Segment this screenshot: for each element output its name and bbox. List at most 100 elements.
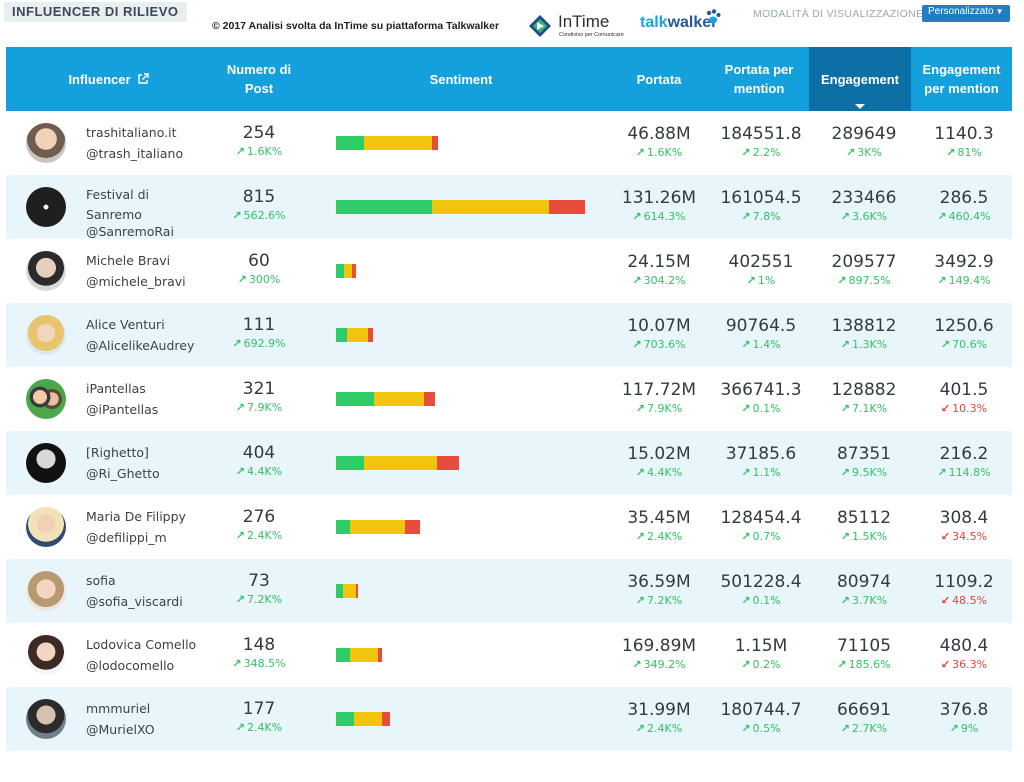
sentiment-negative-segment[interactable]	[378, 648, 382, 662]
trend-up-icon: ↗	[741, 466, 751, 479]
table-row[interactable]: Festival di Sanremo @SanremoRai 815 ↗ 562.6%…	[6, 175, 1012, 239]
table-row[interactable]: Maria De Filippy @defilippi_m 276 ↗ 2.4K% 35.…	[6, 495, 1012, 559]
sentiment-bar[interactable]	[336, 520, 420, 534]
influencer-handle[interactable]: @defilippi_m	[86, 530, 167, 545]
sentiment-neutral-segment[interactable]	[347, 328, 368, 342]
sentiment-neutral-segment[interactable]	[350, 648, 378, 662]
influencer-handle[interactable]: @sofia_viscardi	[86, 594, 183, 609]
avatar[interactable]	[26, 187, 66, 227]
table-row[interactable]: [Righetto] @Ri_Ghetto 404 ↗ 4.4K% 15.02M ↗ 4.4K…	[6, 431, 1012, 495]
sentiment-positive-segment[interactable]	[336, 392, 374, 406]
sentiment-negative-segment[interactable]	[368, 328, 373, 342]
sentiment-negative-segment[interactable]	[382, 712, 390, 726]
view-mode-select[interactable]: Personalizzato ▼	[922, 5, 1010, 22]
sentiment-positive-segment[interactable]	[336, 136, 364, 150]
influencer-handle[interactable]: @trash_italiano	[86, 146, 184, 161]
avatar[interactable]	[26, 699, 66, 739]
sentiment-bar[interactable]	[336, 392, 435, 406]
trend-up-icon: ↗	[632, 274, 642, 287]
influencer-name[interactable]: Maria De Filippy	[86, 509, 186, 524]
influencer-name[interactable]: Festival di Sanremo	[86, 187, 149, 222]
avatar[interactable]	[26, 507, 66, 547]
sentiment-negative-segment[interactable]	[432, 136, 438, 150]
sentiment-bar[interactable]	[336, 712, 390, 726]
sentiment-bar[interactable]	[336, 648, 382, 662]
column-header-sentiment-label: Sentiment	[429, 71, 493, 87]
avatar[interactable]	[26, 123, 66, 163]
metric-reach-change: ↗ 614.3%	[604, 210, 714, 223]
column-header-posts[interactable]: Numero di Post	[204, 47, 314, 111]
avatar[interactable]	[26, 571, 66, 611]
external-link-icon[interactable]	[137, 73, 149, 85]
sentiment-bar[interactable]	[336, 200, 585, 214]
avatar[interactable]	[26, 315, 66, 355]
influencer-handle[interactable]: @michele_bravi	[86, 274, 186, 289]
sentiment-neutral-segment[interactable]	[343, 584, 356, 598]
sentiment-negative-segment[interactable]	[549, 200, 585, 214]
sentiment-neutral-segment[interactable]	[354, 712, 382, 726]
sentiment-positive-segment[interactable]	[336, 584, 343, 598]
influencer-name[interactable]: iPantellas	[86, 381, 146, 396]
influencer-handle[interactable]: @iPantellas	[86, 402, 159, 417]
sentiment-neutral-segment[interactable]	[350, 520, 405, 534]
sentiment-negative-segment[interactable]	[437, 456, 459, 470]
sentiment-positive-segment[interactable]	[336, 712, 354, 726]
metric-eng-change: ↗ 3.6K%	[809, 210, 919, 223]
metric-epm-value: 216.2	[939, 444, 989, 464]
sentiment-positive-segment[interactable]	[336, 456, 364, 470]
table-row[interactable]: sofia @sofia_viscardi 73 ↗ 7.2K% 36.59M ↗ 7.2K%…	[6, 559, 1012, 623]
column-header-reach[interactable]: Portata	[604, 47, 714, 111]
sentiment-positive-segment[interactable]	[336, 648, 350, 662]
sentiment-bar[interactable]	[336, 136, 438, 150]
trend-up-icon: ↗	[741, 210, 751, 223]
column-header-engagement-per-mention[interactable]: Engagement per mention	[911, 47, 1012, 111]
column-header-reach-per-mention[interactable]: Portata per mention	[706, 47, 812, 111]
sentiment-bar[interactable]	[336, 328, 373, 342]
sentiment-neutral-segment[interactable]	[374, 392, 424, 406]
influencer-name[interactable]: Lodovica Comello	[86, 637, 197, 652]
influencer-handle[interactable]: @SanremoRai	[86, 224, 174, 239]
metric-reach-value: 36.59M	[627, 572, 691, 592]
table-row[interactable]: Michele Bravi @michele_bravi 60 ↗ 300% 24.15M…	[6, 239, 1012, 303]
influencer-handle[interactable]: @Ri_Ghetto	[86, 466, 160, 481]
influencer-name[interactable]: [Righetto]	[86, 445, 149, 460]
column-header-engagement[interactable]: Engagement	[809, 47, 911, 111]
influencer-name[interactable]: Michele Bravi	[86, 253, 171, 268]
avatar[interactable]	[26, 251, 66, 291]
influencer-handle[interactable]: @AlicelikeAudrey	[86, 338, 195, 353]
trend-up-icon: ↗	[632, 658, 642, 671]
sentiment-neutral-segment[interactable]	[344, 264, 352, 278]
sentiment-neutral-segment[interactable]	[432, 200, 549, 214]
column-header-influencer[interactable]: Influencer	[6, 47, 211, 111]
table-row[interactable]: Alice Venturi @AlicelikeAudrey 111 ↗ 692.9% 1…	[6, 303, 1012, 367]
sentiment-neutral-segment[interactable]	[364, 456, 437, 470]
column-header-sentiment[interactable]: Sentiment	[326, 47, 596, 111]
sentiment-negative-segment[interactable]	[352, 264, 356, 278]
influencer-name[interactable]: trashitaliano.it	[86, 125, 177, 140]
sentiment-neutral-segment[interactable]	[364, 136, 432, 150]
avatar[interactable]	[26, 635, 66, 675]
table-row[interactable]: mmmuriel @MurielXO 177 ↗ 2.4K% 31.99M ↗ 2.4K% 18…	[6, 687, 1012, 751]
sentiment-positive-segment[interactable]	[336, 520, 350, 534]
influencer-name[interactable]: mmmuriel	[86, 701, 151, 716]
sentiment-positive-segment[interactable]	[336, 264, 344, 278]
sentiment-negative-segment[interactable]	[356, 584, 358, 598]
influencer-handle[interactable]: @lodocomello	[86, 658, 175, 673]
avatar[interactable]	[26, 379, 66, 419]
influencer-handle[interactable]: @MurielXO	[86, 722, 155, 737]
avatar[interactable]	[26, 443, 66, 483]
table-row[interactable]: Lodovica Comello @lodocomello 148 ↗ 348.5% 16…	[6, 623, 1012, 687]
sentiment-positive-segment[interactable]	[336, 200, 432, 214]
sentiment-bar[interactable]	[336, 456, 459, 470]
metric-epm-value: 1250.6	[934, 316, 994, 336]
influencer-name[interactable]: sofia	[86, 573, 116, 588]
table-row[interactable]: trashitaliano.it @trash_italiano 254 ↗ 1.6K%…	[6, 111, 1012, 175]
sentiment-negative-segment[interactable]	[424, 392, 435, 406]
trend-up-icon: ↗	[635, 402, 646, 415]
sentiment-bar[interactable]	[336, 584, 358, 598]
sentiment-bar[interactable]	[336, 264, 356, 278]
table-row[interactable]: iPantellas @iPantellas 321 ↗ 7.9K% 117.72M ↗ 7.…	[6, 367, 1012, 431]
sentiment-negative-segment[interactable]	[405, 520, 420, 534]
influencer-name[interactable]: Alice Venturi	[86, 317, 165, 332]
sentiment-positive-segment[interactable]	[336, 328, 347, 342]
